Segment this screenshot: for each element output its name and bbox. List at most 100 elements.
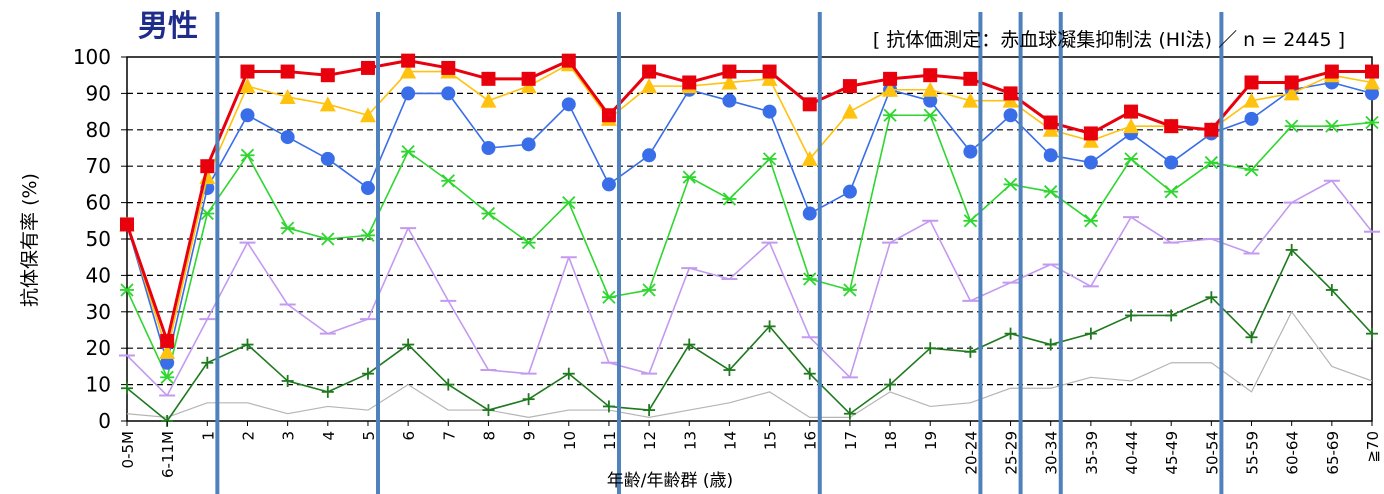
series-5-point-8	[442, 378, 455, 391]
series-0-point-18	[842, 79, 857, 94]
series-3-point-1	[160, 370, 175, 384]
series-5-point-9	[482, 404, 495, 417]
series-1-point-7	[400, 63, 417, 79]
series-2-point-21	[963, 144, 978, 159]
series-3-point-25	[1124, 152, 1139, 166]
series-0-point-21	[963, 71, 978, 86]
series-layer	[119, 53, 1380, 427]
x-tick-label-23: 30-34	[1043, 431, 1061, 475]
x-tick-label-21: 20-24	[962, 431, 980, 475]
series-5-point-12	[602, 400, 615, 413]
x-tick-label-29: 60-64	[1284, 431, 1302, 475]
series-0-point-28	[1244, 75, 1259, 90]
series-2-point-9	[481, 141, 496, 155]
series-0-point-9	[481, 71, 496, 86]
series-6-line	[126, 311, 1373, 418]
x-tick-label-7: 6	[400, 431, 418, 441]
series-5-point-24	[1084, 327, 1097, 340]
series-3-point-21	[963, 214, 978, 228]
chart-title: 男性	[138, 9, 198, 44]
series-5	[121, 243, 1378, 427]
x-tick-label-6: 5	[360, 431, 378, 441]
series-1-point-17	[801, 150, 818, 166]
series-2-point-23	[1043, 148, 1058, 163]
series-2-line	[126, 81, 1373, 364]
series-1-point-18	[841, 103, 858, 119]
series-3-point-27	[1204, 155, 1219, 170]
series-3-point-18	[842, 283, 857, 297]
series-0-point-11	[561, 53, 576, 68]
series-2-point-16	[762, 104, 777, 119]
y-tick-label-80: 80	[86, 118, 111, 142]
series-0-point-12	[601, 108, 616, 123]
series-4	[119, 179, 1380, 397]
series-3-point-6	[360, 228, 375, 242]
series-2-point-22	[1003, 108, 1018, 123]
series-5-point-13	[643, 404, 656, 417]
x-tick-label-3: 2	[239, 431, 257, 441]
series-3-point-22	[1003, 177, 1018, 192]
series-5-line	[126, 249, 1373, 422]
series-5-point-7	[402, 338, 415, 351]
y-tick-label-100: 100	[73, 45, 111, 69]
series-2-point-28	[1244, 111, 1259, 126]
series-0-point-23	[1043, 115, 1058, 130]
series-2-point-17	[802, 206, 817, 221]
y-tick-label-50: 50	[86, 227, 111, 251]
series-2-point-10	[521, 137, 536, 152]
series-1-point-15	[721, 74, 738, 90]
series-0-point-0	[120, 217, 134, 232]
x-tick-label-24: 35-39	[1083, 431, 1101, 475]
series-5-point-10	[522, 393, 535, 406]
series-3-point-11	[561, 195, 576, 210]
series-3-point-29	[1284, 119, 1299, 133]
series-2-point-24	[1083, 155, 1098, 170]
series-0-point-13	[642, 64, 657, 79]
series-5-point-26	[1165, 309, 1178, 322]
y-tick-label-10: 10	[86, 373, 111, 397]
x-tick-label-16: 15	[762, 431, 780, 450]
series-1	[119, 56, 1380, 359]
series-5-point-3	[241, 338, 254, 351]
series-1-point-9	[480, 92, 497, 108]
series-1-point-13	[641, 78, 658, 94]
series-5-point-17	[803, 367, 816, 380]
series-3-point-3	[240, 148, 255, 162]
x-axis-ticks: 0-5M 6-11M 1 2 3 4 5 6 7 8 9 10 11 12 13 14 15 16 17 18 19 20…	[119, 421, 1382, 478]
x-tick-label-1: 6-11M	[159, 431, 177, 478]
series-3-point-19	[883, 108, 898, 122]
y-tick-label-40: 40	[86, 263, 111, 287]
series-1-point-20	[922, 81, 939, 97]
series-0-point-25	[1124, 104, 1139, 119]
series-0-point-5	[320, 68, 335, 83]
series-2-point-4	[280, 130, 295, 145]
series-2	[120, 75, 1379, 370]
series-3-point-13	[642, 283, 657, 297]
x-tick-label-5: 4	[320, 431, 338, 441]
series-3-point-20	[923, 108, 938, 122]
series-0-point-10	[521, 71, 536, 86]
series-0-point-20	[923, 68, 938, 83]
series-0-point-8	[441, 60, 456, 75]
series-3-point-30	[1324, 119, 1339, 133]
series-0-point-3	[240, 64, 255, 79]
x-tick-label-27: 50-54	[1203, 431, 1221, 475]
series-3-point-5	[320, 232, 335, 246]
series-5-point-5	[321, 385, 334, 398]
series-2-point-18	[842, 184, 857, 199]
series-0-point-24	[1083, 126, 1098, 141]
y-tick-label-90: 90	[86, 81, 111, 105]
series-5-point-22	[1004, 327, 1017, 340]
series-0-point-17	[802, 97, 817, 112]
series-0-point-7	[401, 53, 416, 68]
series-5-point-31	[1366, 327, 1378, 340]
series-2-point-13	[642, 148, 657, 163]
y-tick-label-70: 70	[86, 154, 111, 178]
series-3-point-16	[762, 152, 777, 166]
x-tick-label-26: 45-49	[1163, 431, 1181, 475]
x-axis-label: 年齢/年齢群 (歳)	[607, 471, 733, 491]
series-3-point-23	[1043, 185, 1058, 199]
x-tick-label-12: 11	[601, 431, 619, 450]
series-3-point-0	[120, 283, 134, 297]
series-5-point-21	[964, 345, 977, 358]
